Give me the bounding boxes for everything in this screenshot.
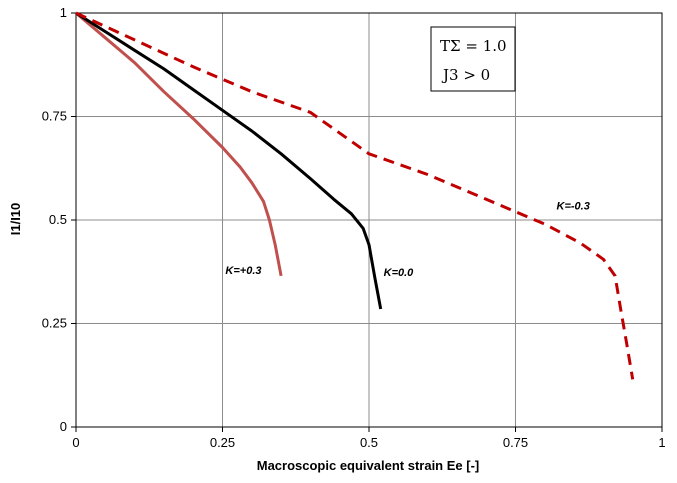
y-tick-label: 0.5 <box>49 212 67 227</box>
grid-lines <box>75 12 663 428</box>
x-axis-ticks: 0 0.25 0.5 0.75 1 <box>72 427 666 450</box>
series-label-1: K=+0.3 <box>225 265 261 277</box>
series-lines <box>75 11 635 380</box>
annotation-line-1: TΣ = 1.0 <box>440 37 507 55</box>
x-tick-label: 1 <box>658 435 665 450</box>
series-label-3: K=-0.3 <box>557 201 590 213</box>
x-tick-label: 0.25 <box>210 435 235 450</box>
series-line-3 <box>75 11 635 380</box>
y-tick-label: 0 <box>60 419 67 434</box>
y-axis-ticks: 0 0.25 0.5 0.75 1 <box>42 5 76 434</box>
series-label-2: K=0.0 <box>384 267 415 279</box>
series-line-1 <box>75 11 283 277</box>
y-axis-label: I1/I10 <box>8 203 23 236</box>
x-tick-label: 0.75 <box>503 435 528 450</box>
x-axis-label: Macroscopic equivalent strain Ee [-] <box>257 458 480 473</box>
y-tick-label: 0.75 <box>42 109 67 124</box>
x-tick-label: 0 <box>72 435 79 450</box>
y-tick-label: 0.25 <box>42 316 67 331</box>
annotation-line-2: J3 > 0 <box>441 66 490 84</box>
annotation-box: TΣ = 1.0 J3 > 0 <box>430 26 516 92</box>
y-tick-label: 1 <box>60 5 67 20</box>
x-tick-label: 0.5 <box>360 435 378 450</box>
series-line-2 <box>75 11 383 310</box>
series-labels: K=+0.3 K=0.0 K=-0.3 <box>225 201 589 279</box>
